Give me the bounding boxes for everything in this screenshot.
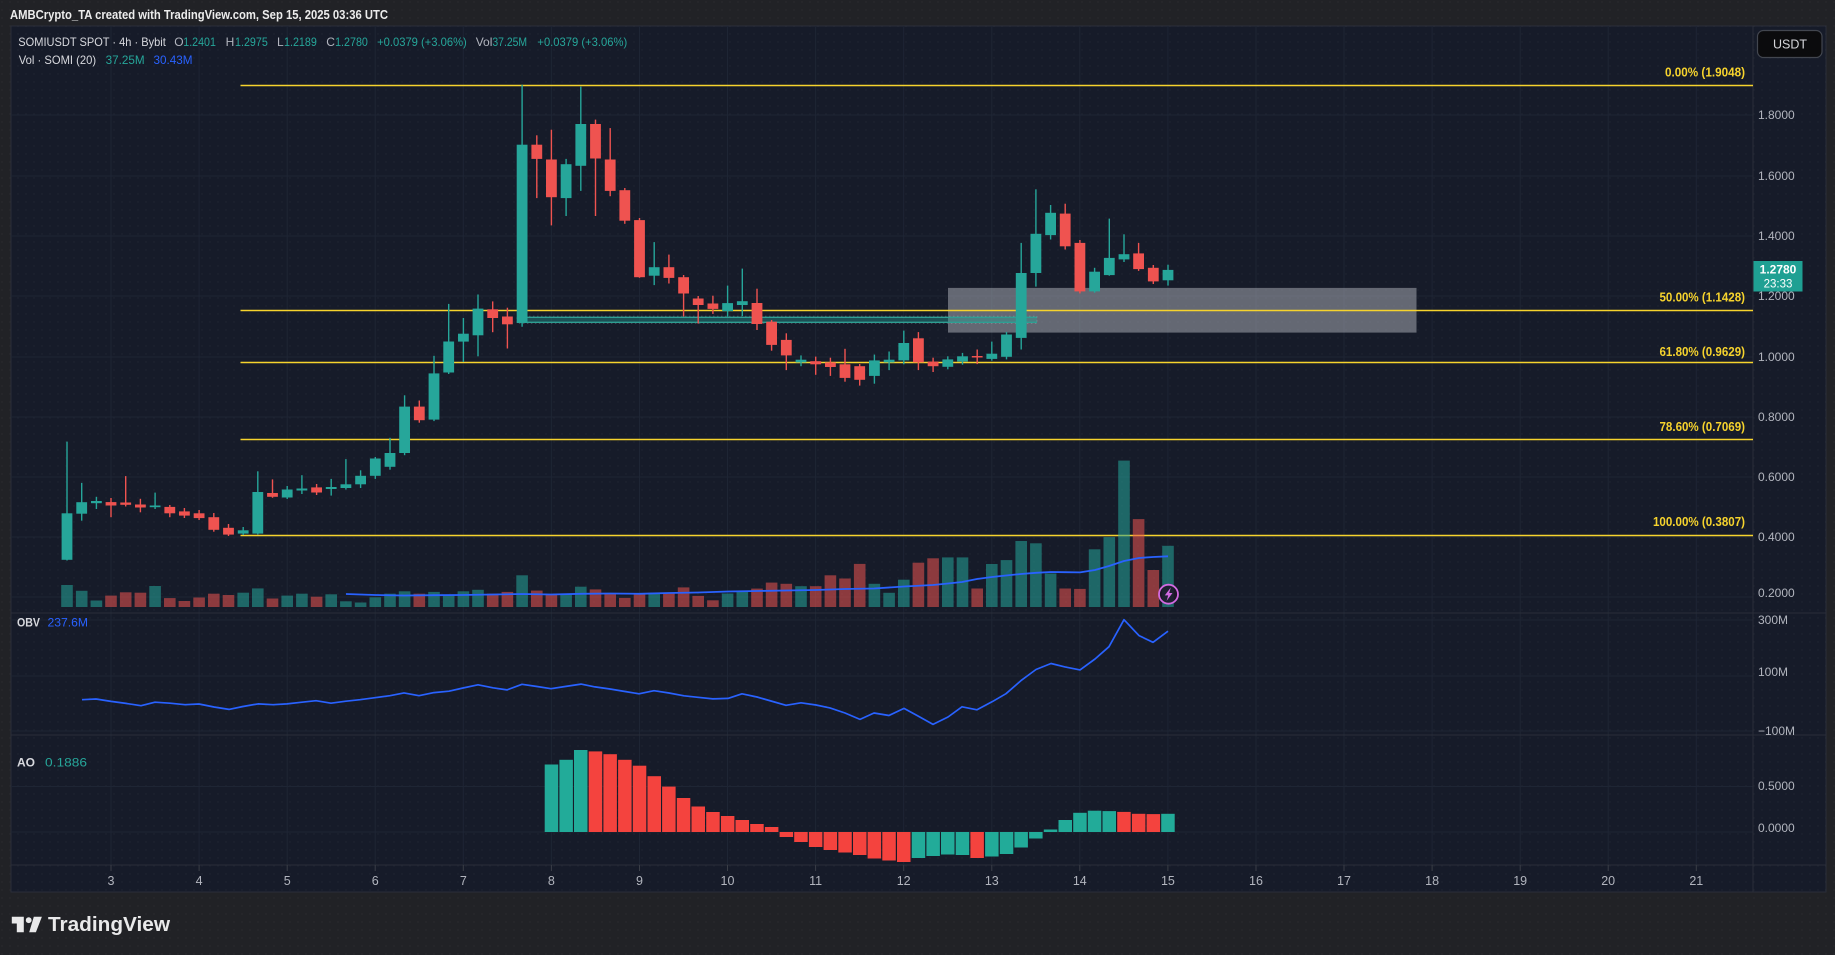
svg-text:0.6000: 0.6000 — [1758, 470, 1795, 484]
svg-text:237.6M: 237.6M — [48, 616, 89, 630]
svg-text:17: 17 — [1337, 874, 1351, 888]
svg-text:0.2000: 0.2000 — [1758, 586, 1795, 600]
svg-text:1.2780: 1.2780 — [1760, 263, 1797, 277]
svg-text:100M: 100M — [1758, 665, 1788, 679]
svg-text:1.2975: 1.2975 — [235, 35, 268, 49]
svg-text:USDT: USDT — [1773, 38, 1807, 52]
svg-text:61.80% (0.9629): 61.80% (0.9629) — [1660, 345, 1746, 359]
svg-text:19: 19 — [1513, 874, 1527, 888]
svg-text:10: 10 — [721, 874, 735, 888]
svg-text:1.2780: 1.2780 — [335, 35, 368, 49]
svg-text:H: H — [226, 35, 235, 49]
svg-text:0.1886: 0.1886 — [45, 756, 87, 770]
svg-text:21: 21 — [1689, 874, 1703, 888]
svg-text:11: 11 — [809, 874, 822, 888]
svg-text:14: 14 — [1073, 874, 1087, 888]
svg-text:15: 15 — [1161, 874, 1175, 888]
svg-text:78.60% (0.7069): 78.60% (0.7069) — [1660, 420, 1746, 434]
svg-text:8: 8 — [548, 874, 555, 888]
svg-text:0.00% (1.9048): 0.00% (1.9048) — [1665, 66, 1745, 80]
svg-text:+0.0379 (+3.06%): +0.0379 (+3.06%) — [377, 35, 467, 49]
svg-text:Vol · SOMI (20): Vol · SOMI (20) — [19, 53, 96, 67]
svg-text:1.4000: 1.4000 — [1758, 229, 1795, 243]
svg-text:4: 4 — [196, 874, 203, 888]
svg-text:37.25M: 37.25M — [492, 35, 527, 49]
svg-text:100.00% (0.3807): 100.00% (0.3807) — [1653, 515, 1745, 529]
svg-text:0.8000: 0.8000 — [1758, 410, 1795, 424]
svg-text:AMBCrypto_TA created with Trad: AMBCrypto_TA created with TradingView.co… — [10, 7, 388, 22]
svg-text:OBV: OBV — [17, 616, 40, 630]
svg-text:16: 16 — [1249, 874, 1263, 888]
svg-text:1.0000: 1.0000 — [1758, 350, 1795, 364]
svg-text:12: 12 — [897, 874, 911, 888]
svg-text:9: 9 — [636, 874, 643, 888]
svg-text:−100M: −100M — [1758, 724, 1795, 738]
svg-text:37.25M: 37.25M — [106, 53, 145, 67]
svg-text:0.0000: 0.0000 — [1758, 821, 1795, 835]
svg-text:0.5000: 0.5000 — [1758, 779, 1795, 793]
svg-text:1.6000: 1.6000 — [1758, 169, 1795, 183]
svg-text:0.4000: 0.4000 — [1758, 530, 1795, 544]
svg-text:Vol: Vol — [476, 35, 493, 49]
svg-text:50.00% (1.1428): 50.00% (1.1428) — [1660, 291, 1746, 305]
svg-text:1.2401: 1.2401 — [183, 35, 216, 49]
svg-text:C: C — [326, 35, 335, 49]
svg-text:L: L — [277, 35, 284, 49]
svg-text:1.2189: 1.2189 — [284, 35, 317, 49]
svg-text:7: 7 — [460, 874, 467, 888]
svg-text:O: O — [174, 35, 183, 49]
svg-text:6: 6 — [372, 874, 379, 888]
svg-text:18: 18 — [1425, 874, 1439, 888]
svg-text:TradingView: TradingView — [48, 913, 170, 936]
svg-text:23:33: 23:33 — [1764, 279, 1793, 291]
svg-text:20: 20 — [1601, 874, 1615, 888]
svg-text:30.43M: 30.43M — [154, 53, 193, 67]
svg-text:1.8000: 1.8000 — [1758, 108, 1795, 122]
svg-text:13: 13 — [985, 874, 999, 888]
svg-text:AO: AO — [17, 756, 35, 770]
svg-text:300M: 300M — [1758, 613, 1788, 627]
svg-text:1.2000: 1.2000 — [1758, 289, 1795, 303]
svg-text:+0.0379 (+3.06%): +0.0379 (+3.06%) — [537, 35, 627, 49]
svg-text:SOMIUSDT SPOT · 4h · Bybit: SOMIUSDT SPOT · 4h · Bybit — [18, 35, 166, 49]
svg-text:3: 3 — [108, 874, 115, 888]
svg-text:5: 5 — [284, 874, 291, 888]
